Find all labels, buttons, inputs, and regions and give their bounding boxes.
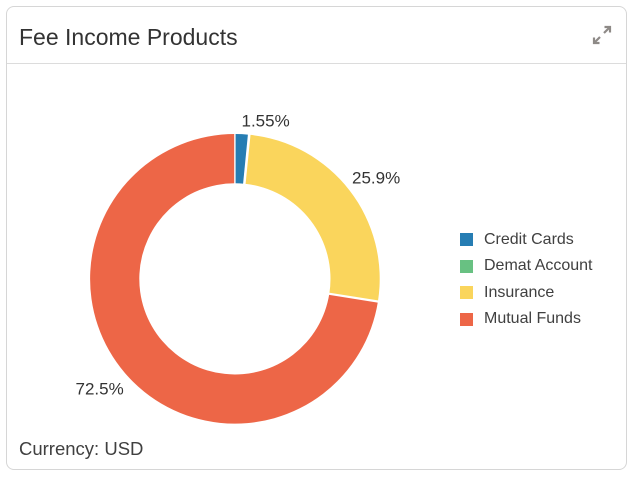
svg-text:72.5%: 72.5% (76, 379, 124, 398)
svg-text:25.9%: 25.9% (352, 168, 400, 187)
svg-text:1.55%: 1.55% (242, 112, 290, 131)
